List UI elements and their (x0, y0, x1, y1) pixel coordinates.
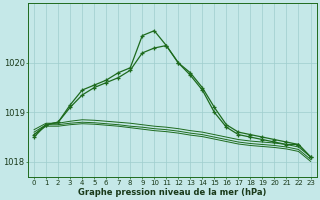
X-axis label: Graphe pression niveau de la mer (hPa): Graphe pression niveau de la mer (hPa) (78, 188, 267, 197)
